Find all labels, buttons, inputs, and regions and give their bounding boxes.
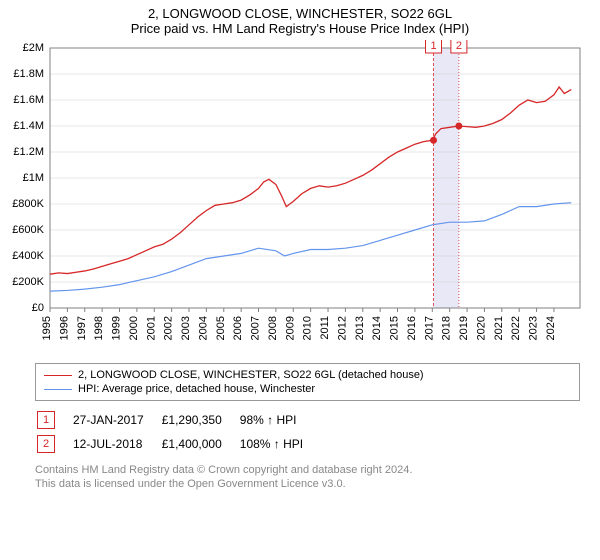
sale-row: 2 12-JUL-2018£1,400,000108% ↑ HPI <box>37 433 319 455</box>
legend: 2, LONGWOOD CLOSE, WINCHESTER, SO22 6GL … <box>35 363 580 401</box>
svg-text:£1M: £1M <box>23 172 44 184</box>
legend-item: HPI: Average price, detached house, Winc… <box>44 382 571 396</box>
footer-attribution: Contains HM Land Registry data © Crown c… <box>35 463 580 492</box>
svg-text:2009: 2009 <box>284 316 296 340</box>
svg-text:£600K: £600K <box>12 224 44 236</box>
legend-label: HPI: Average price, detached house, Winc… <box>78 383 315 395</box>
footer-line-2: This data is licensed under the Open Gov… <box>35 477 580 491</box>
svg-text:2023: 2023 <box>528 316 540 340</box>
sale-price: £1,400,000 <box>162 433 238 455</box>
svg-text:£0: £0 <box>32 302 44 314</box>
svg-text:2005: 2005 <box>215 316 227 340</box>
legend-swatch <box>44 375 72 376</box>
svg-text:2019: 2019 <box>458 316 470 340</box>
sale-pct: 98% ↑ HPI <box>240 409 319 431</box>
svg-text:2020: 2020 <box>475 316 487 340</box>
svg-text:2: 2 <box>456 40 462 52</box>
svg-text:2018: 2018 <box>441 316 453 340</box>
sale-pct: 108% ↑ HPI <box>240 433 319 455</box>
svg-text:2010: 2010 <box>302 316 314 340</box>
svg-text:1996: 1996 <box>58 316 70 340</box>
svg-text:2015: 2015 <box>389 316 401 340</box>
svg-text:£200K: £200K <box>12 276 44 288</box>
svg-text:2013: 2013 <box>354 316 366 340</box>
sale-marker: 2 <box>37 435 55 453</box>
sale-row: 1 27-JAN-2017£1,290,35098% ↑ HPI <box>37 409 319 431</box>
svg-text:2012: 2012 <box>336 316 348 340</box>
svg-text:1995: 1995 <box>41 316 53 340</box>
sale-date: 12-JUL-2018 <box>73 433 160 455</box>
svg-text:2001: 2001 <box>145 316 157 340</box>
svg-text:2022: 2022 <box>510 316 522 340</box>
sale-price: £1,290,350 <box>162 409 238 431</box>
svg-text:£1.2M: £1.2M <box>13 146 44 158</box>
svg-text:2007: 2007 <box>250 316 262 340</box>
legend-swatch <box>44 389 72 390</box>
chart-title: 2, LONGWOOD CLOSE, WINCHESTER, SO22 6GL <box>0 0 600 21</box>
svg-text:£400K: £400K <box>12 250 44 262</box>
svg-text:2016: 2016 <box>406 316 418 340</box>
svg-text:2004: 2004 <box>197 316 209 340</box>
svg-text:1999: 1999 <box>111 316 123 340</box>
svg-text:£800K: £800K <box>12 198 44 210</box>
svg-text:£2M: £2M <box>23 42 44 54</box>
legend-label: 2, LONGWOOD CLOSE, WINCHESTER, SO22 6GL … <box>78 369 424 381</box>
sale-date: 27-JAN-2017 <box>73 409 160 431</box>
svg-text:2006: 2006 <box>232 316 244 340</box>
svg-text:2014: 2014 <box>371 316 383 340</box>
svg-text:£1.8M: £1.8M <box>13 68 44 80</box>
sales-table: 1 27-JAN-2017£1,290,35098% ↑ HPI 2 12-JUL-2… <box>35 407 321 457</box>
sale-marker: 1 <box>37 411 55 429</box>
svg-text:1: 1 <box>430 40 436 52</box>
price-chart: £0 £200K £400K £600K £800K £1M £1.2M £1.4M £1.6M… <box>0 40 600 350</box>
svg-text:2017: 2017 <box>423 316 435 340</box>
svg-text:2002: 2002 <box>163 316 175 340</box>
svg-text:2021: 2021 <box>493 316 505 340</box>
svg-text:2024: 2024 <box>545 316 557 340</box>
svg-text:1998: 1998 <box>93 316 105 340</box>
svg-text:2000: 2000 <box>128 316 140 340</box>
svg-text:£1.4M: £1.4M <box>13 120 44 132</box>
svg-text:£1.6M: £1.6M <box>13 94 44 106</box>
legend-item: 2, LONGWOOD CLOSE, WINCHESTER, SO22 6GL … <box>44 368 571 382</box>
chart-subtitle: Price paid vs. HM Land Registry's House … <box>0 21 600 40</box>
svg-text:2008: 2008 <box>267 316 279 340</box>
svg-text:2011: 2011 <box>319 316 331 340</box>
svg-text:1997: 1997 <box>76 316 88 340</box>
footer-line-1: Contains HM Land Registry data © Crown c… <box>35 463 580 477</box>
svg-text:2003: 2003 <box>180 316 192 340</box>
